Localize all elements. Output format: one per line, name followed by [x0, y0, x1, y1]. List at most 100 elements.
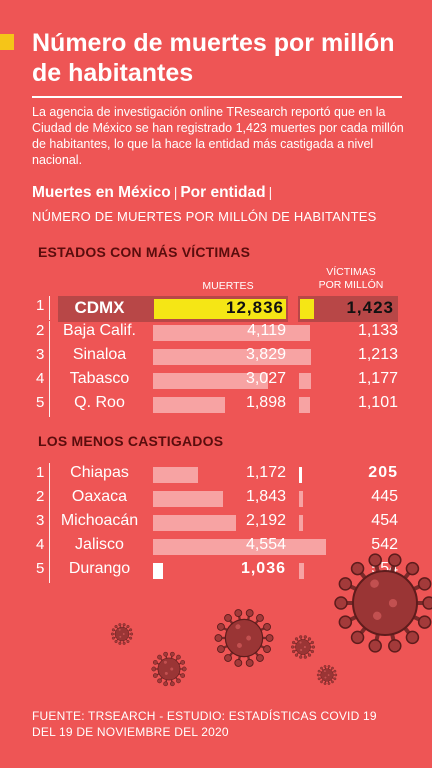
- deaths-value: 1,036: [240, 560, 286, 577]
- rank-divider: [49, 296, 50, 320]
- state-name: Durango: [68, 560, 131, 577]
- subhead-metric: NÚMERO DE MUERTES POR MILLÓN DE HABITANT…: [32, 209, 377, 224]
- table-row: 3 Michoacán 2,192 454: [0, 511, 432, 535]
- deaths-bar: [153, 491, 223, 507]
- per-million-value: 1,101: [357, 394, 398, 411]
- column-header-deaths: MUERTES: [202, 280, 254, 292]
- state-name: Sinaloa: [72, 346, 127, 363]
- rank-number: 4: [36, 370, 45, 387]
- deaths-bar: [153, 467, 198, 483]
- row-band: [298, 296, 398, 322]
- deaths-value: 12,836: [226, 298, 284, 317]
- subhead-separator-2: |: [268, 184, 273, 200]
- rank-divider: [49, 321, 50, 345]
- rank-divider: [49, 511, 50, 535]
- rank-number: 3: [36, 512, 45, 529]
- subhead: Muertes en México | Por entidad |: [32, 184, 432, 202]
- per-million-bar: [300, 299, 314, 319]
- state-name: Jalisco: [75, 536, 124, 553]
- rank-divider: [49, 559, 50, 583]
- per-million-value: 1,177: [357, 370, 398, 387]
- deaths-value: 1,898: [245, 394, 286, 411]
- deaths-bar: [153, 349, 299, 365]
- rank-number: 2: [36, 322, 45, 339]
- per-million-value: 542: [371, 536, 398, 553]
- rank-divider: [49, 535, 50, 559]
- rank-divider: [49, 463, 50, 487]
- per-million-value: 1,133: [357, 322, 398, 339]
- per-million-bar: [299, 491, 303, 507]
- table-row-highlight: 1 CDMX 12,836 1,423: [0, 296, 432, 322]
- row-band: [58, 296, 152, 322]
- deaths-value: 3,027: [245, 370, 286, 387]
- state-name: Chiapas: [70, 464, 129, 481]
- intro-paragraph: La agencia de investigación online TRese…: [32, 105, 404, 167]
- state-name: Michoacán: [60, 512, 139, 529]
- coronavirus-icon: [151, 651, 187, 687]
- source-note: FUENTE: TRSEARCH - ESTUDIO: ESTADÍSTICAS…: [32, 709, 377, 739]
- coronavirus-icon: [110, 623, 134, 645]
- rank-number: 3: [36, 346, 45, 363]
- page-title: Número de muertes por millón de habitant…: [32, 29, 395, 87]
- subhead-mexico: Muertes en México: [32, 184, 171, 201]
- table-row: 1 Chiapas 1,172 205: [0, 463, 432, 487]
- rank-divider: [49, 345, 50, 369]
- per-million-bar: [299, 349, 311, 365]
- table-row: 4 Tabasco 3,027 1,177: [0, 369, 432, 393]
- deaths-value: 4,119: [247, 322, 286, 339]
- coronavirus-icon: [334, 553, 432, 653]
- per-million-value: 1,213: [357, 346, 398, 363]
- deaths-bar: [153, 373, 268, 389]
- state-name: Oaxaca: [71, 488, 128, 505]
- deaths-value: 3,829: [245, 346, 286, 363]
- rank-divider: [49, 369, 50, 393]
- deaths-bar: [154, 299, 286, 319]
- per-million-bar: [299, 397, 310, 413]
- table-row: 5 Q. Roo 1,898 1,101: [0, 393, 432, 417]
- column-header-victims-line1: VÍCTIMAS: [326, 266, 376, 278]
- deaths-bar: [153, 325, 310, 341]
- table-row: 3 Sinaloa 3,829 1,213: [0, 345, 432, 369]
- per-million-value: 205: [368, 464, 398, 481]
- state-name: CDMX: [74, 298, 125, 317]
- rank-number: 1: [36, 464, 45, 481]
- per-million-bar: [299, 467, 302, 483]
- rank-number: 5: [36, 560, 45, 577]
- deaths-value: 1,843: [245, 488, 286, 505]
- subhead-entidad: Por entidad: [180, 184, 266, 201]
- rank-divider: [49, 393, 50, 417]
- per-million-bar: [299, 373, 311, 389]
- table-row: 2 Baja Calif. 4,119 1,133: [0, 321, 432, 345]
- per-million-value: 1,423: [346, 298, 394, 317]
- rank-number: 2: [36, 488, 45, 505]
- coronavirus-icon: [316, 665, 338, 685]
- deaths-value: 2,192: [245, 512, 286, 529]
- per-million-bar: [299, 539, 304, 555]
- per-million-value: 445: [371, 488, 398, 505]
- title-divider: [32, 96, 402, 98]
- table-row: 4 Jalisco 4,554 542: [0, 535, 432, 559]
- column-header-victims-line2: POR MILLÓN: [318, 279, 384, 291]
- per-million-bar: [299, 563, 304, 579]
- deaths-bar: [153, 563, 163, 579]
- section-title-bottom: LOS MENOS CASTIGADOS: [38, 433, 224, 449]
- rank-number: 4: [36, 536, 45, 553]
- deaths-bar: [153, 539, 326, 555]
- per-million-bar: [299, 515, 303, 531]
- deaths-value: 4,554: [245, 536, 286, 553]
- state-name: Baja Calif.: [63, 322, 136, 339]
- coronavirus-icon: [291, 635, 315, 659]
- deaths-bar: [153, 515, 236, 531]
- state-name: Q. Roo: [74, 394, 125, 411]
- per-million-value: 454: [371, 512, 398, 529]
- section-title-top: ESTADOS CON MÁS VÍCTIMAS: [38, 244, 251, 260]
- rank-number: 1: [36, 297, 45, 314]
- deaths-bar: [153, 397, 225, 413]
- state-name: Tabasco: [69, 370, 130, 387]
- subhead-separator: |: [173, 184, 178, 200]
- table-row: 2 Oaxaca 1,843 445: [0, 487, 432, 511]
- deaths-value: 1,172: [245, 464, 286, 481]
- rank-divider: [49, 487, 50, 511]
- column-header-victims: VÍCTIMAS POR MILLÓN: [306, 266, 396, 292]
- accent-square: [0, 34, 14, 50]
